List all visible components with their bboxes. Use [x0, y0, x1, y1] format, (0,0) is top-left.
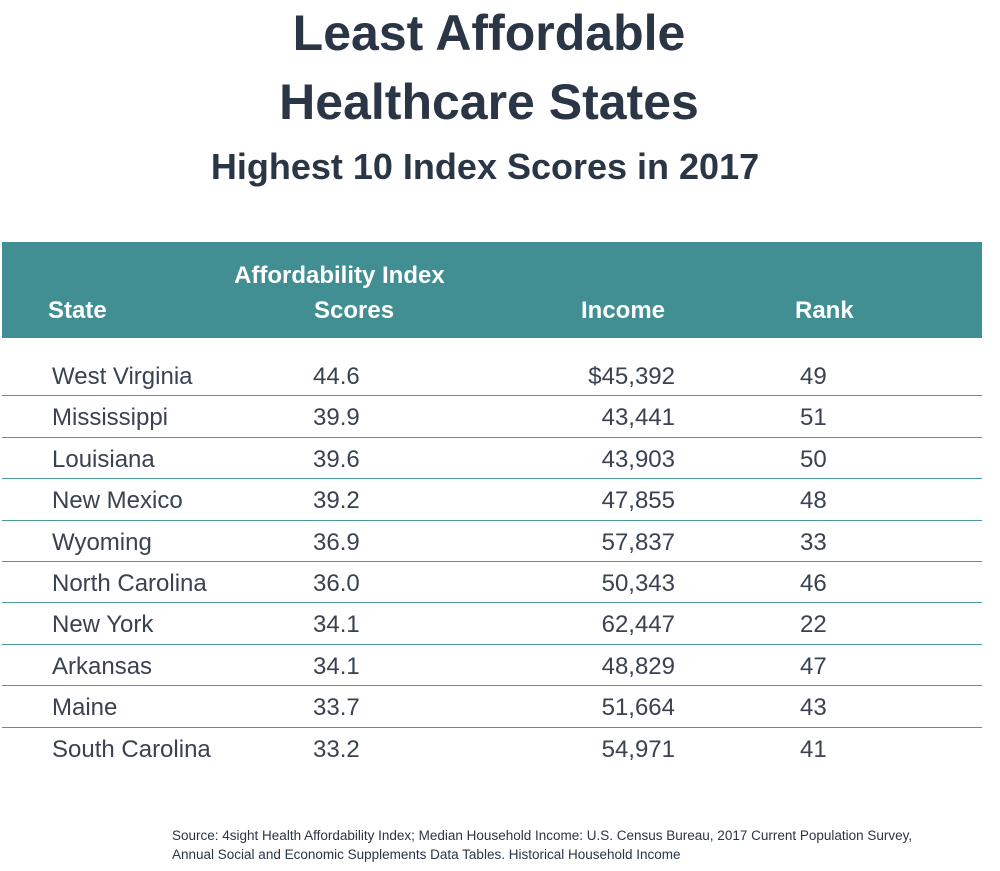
cell-score: 36.9 [313, 528, 360, 556]
page-subtitle: Highest 10 Index Scores in 2017 [210, 146, 760, 187]
cell-income: 47,855 [601, 487, 675, 515]
cell-rank: 47 [800, 652, 827, 680]
column-header-score-line-1: Affordability Index [234, 262, 445, 289]
cell-income: 43,441 [601, 404, 675, 432]
cell-income: 51,664 [601, 694, 675, 722]
cell-rank: 22 [800, 611, 827, 639]
cell-score: 34.1 [313, 611, 360, 639]
column-header-score-line-2: Scores [314, 297, 395, 324]
table-row: Mississippi 39.9 43,441 51 [2, 396, 982, 438]
table-row: Louisiana 39.6 43,903 50 [2, 438, 982, 480]
source-line-1: Source: 4sight Health Affordability Inde… [172, 828, 913, 843]
cell-income: 62,447 [601, 611, 675, 639]
cell-rank: 50 [800, 445, 827, 473]
column-header-rank: Rank [795, 297, 854, 324]
cell-score: 44.6 [313, 363, 360, 390]
column-header-income: Income [581, 297, 666, 324]
cell-score: 39.2 [313, 487, 360, 515]
cell-rank: 43 [800, 694, 827, 722]
cell-income: 48,829 [601, 652, 675, 680]
cell-state: South Carolina [52, 735, 211, 763]
source-note: Source: 4sight Health Affordability Inde… [172, 826, 998, 864]
source-line-2: Annual Social and Economic Supplements D… [172, 847, 681, 862]
cell-score: 33.2 [313, 735, 360, 763]
cell-score: 39.9 [313, 404, 360, 432]
table-row: Arkansas 34.1 48,829 47 [2, 645, 982, 687]
cell-rank: 51 [800, 404, 827, 432]
cell-score: 36.0 [313, 569, 360, 597]
table-row: West Virginia 44.6 $45,392 49 [2, 355, 982, 397]
cell-income: $45,392 [588, 363, 675, 390]
cell-state: New York [52, 611, 154, 639]
cell-income: 43,903 [601, 445, 675, 473]
cell-rank: 49 [800, 363, 827, 390]
page-title-line-1: Least Affordable [292, 5, 686, 61]
table-row: Maine 33.7 51,664 43 [2, 686, 982, 728]
cell-state: Mississippi [52, 404, 169, 432]
cell-state: Maine [52, 694, 118, 722]
cell-income: 54,971 [601, 735, 675, 763]
cell-score: 33.7 [313, 694, 360, 722]
table-row: New York 34.1 62,447 22 [2, 603, 982, 645]
table-row: New Mexico 39.2 47,855 48 [2, 479, 982, 521]
table-row: Wyoming 36.9 57,837 33 [2, 521, 982, 562]
cell-state: Louisiana [52, 445, 155, 473]
cell-income: 50,343 [601, 569, 675, 597]
cell-rank: 33 [800, 528, 827, 556]
table-row: North Carolina 36.0 50,343 46 [2, 562, 982, 604]
cell-rank: 41 [800, 735, 827, 763]
table-body: West Virginia 44.6 $45,392 49 Mississippi 39.… [2, 355, 982, 769]
cell-state: Wyoming [52, 528, 152, 556]
table-row: South Carolina 33.2 54,971 41 [2, 728, 982, 769]
table-header: State Affordability Index Scores Income … [2, 242, 982, 338]
cell-state: New Mexico [52, 487, 183, 515]
cell-rank: 46 [800, 569, 827, 597]
page-title-line-2: Healthcare States [279, 74, 699, 130]
cell-income: 57,837 [601, 528, 675, 556]
cell-state: Arkansas [52, 652, 153, 680]
column-header-state: State [48, 297, 107, 324]
cell-score: 39.6 [313, 445, 360, 473]
cell-state: West Virginia [52, 363, 193, 390]
cell-score: 34.1 [313, 652, 360, 680]
cell-state: North Carolina [52, 569, 207, 597]
cell-rank: 48 [800, 487, 827, 515]
